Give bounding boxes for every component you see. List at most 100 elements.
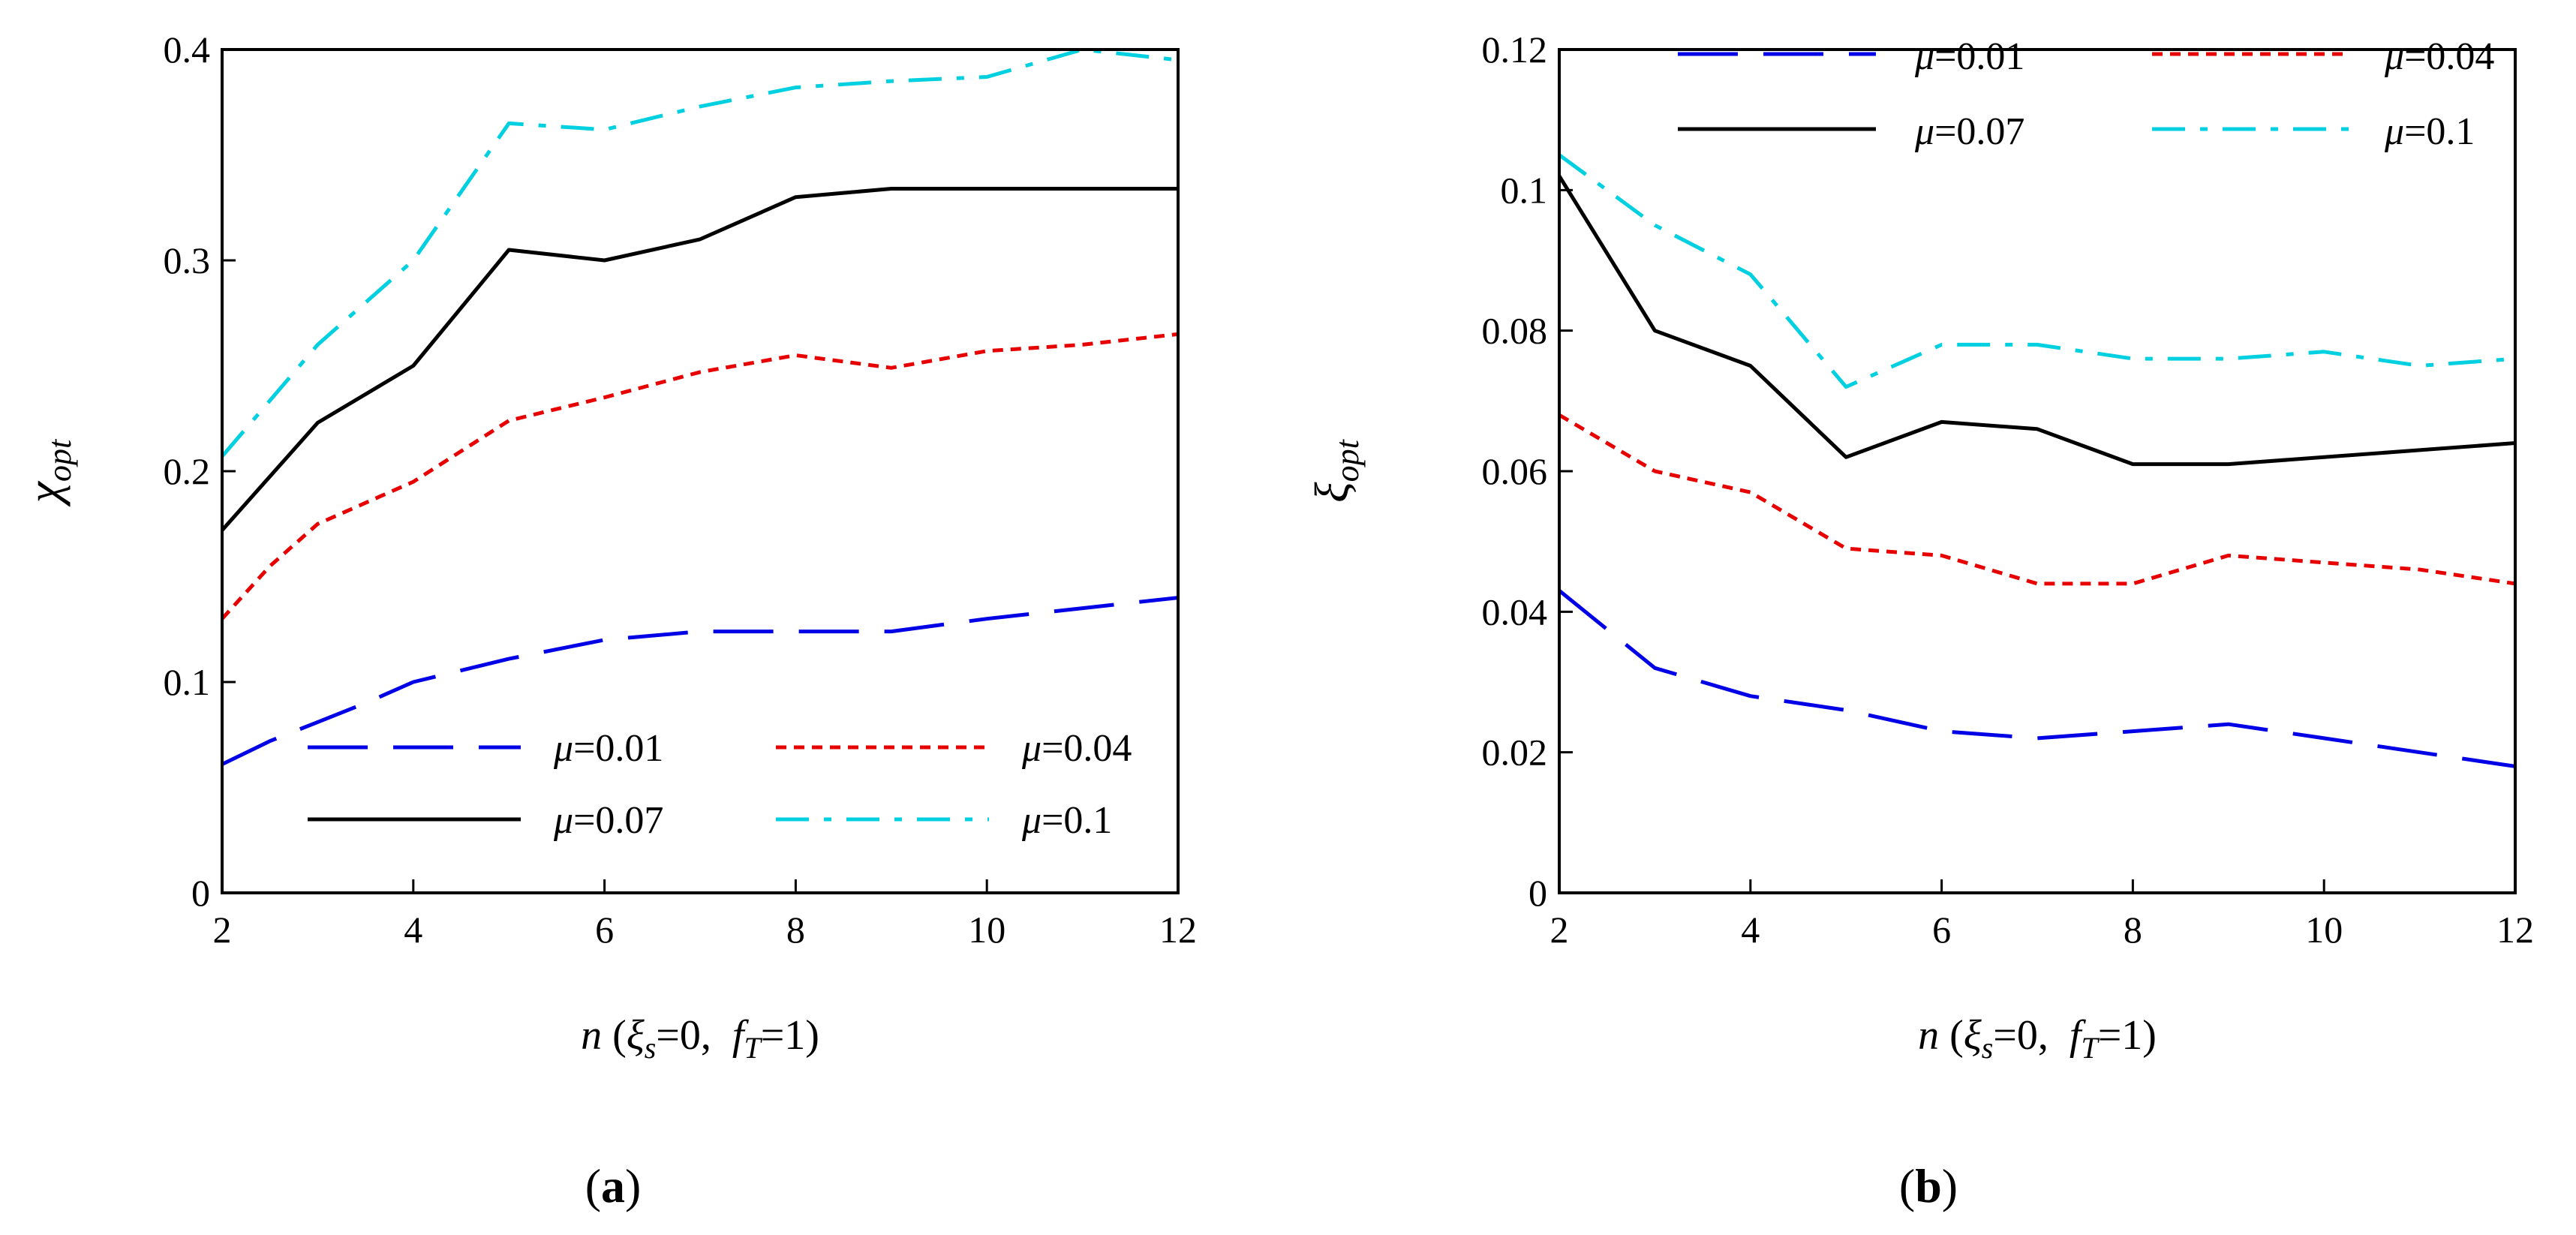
panel-a-legend: μ=0.01 μ=0.04 μ=0.07 μ=0.1	[308, 727, 1132, 842]
legend-mu-value: =0.04	[2404, 35, 2494, 78]
y-tick-label: 0.02	[1482, 732, 1548, 774]
y-tick-label: 0.12	[1482, 29, 1548, 71]
legend-entry-mu-0.01: μ=0.01	[1678, 35, 2024, 78]
panel-a-tick-labels: 2 4 6 8 10 12 0 0.1 0.2 0.3 0.4	[164, 29, 1198, 951]
series-line-mu-0.04	[1558, 413, 2516, 586]
panel-a-ylabel-symbol: χ	[17, 480, 71, 507]
series-line-mu-0.04	[221, 332, 1179, 621]
panel-a-series	[221, 47, 1179, 766]
legend-mu-value: =0.01	[573, 727, 663, 770]
legend-mu-value: =0.07	[1934, 110, 2024, 153]
panel-a-xlabel-f-eq: =1)	[761, 1012, 819, 1059]
svg-text:μ=0.07: μ=0.07	[1914, 110, 2024, 153]
y-tick-label: 0	[1528, 872, 1547, 914]
legend-mu-value: =0.1	[2404, 110, 2475, 153]
legend-mu-symbol: μ	[553, 799, 573, 842]
y-tick-label: 0.1	[164, 661, 211, 703]
series-line-mu-0.07	[221, 187, 1178, 532]
panel-b-xlabel-xi: ξ	[1964, 1012, 1982, 1059]
svg-text:ξopt: ξopt	[1305, 438, 1366, 502]
x-tick-label: 10	[2305, 909, 2343, 951]
legend-mu-symbol: μ	[553, 727, 573, 770]
panel-b-legend: μ=0.01 μ=0.04 μ=0.07 μ=0.1	[1678, 35, 2494, 153]
panel-b-xlabel: n (ξs=0, fT=1)	[1918, 1012, 2157, 1065]
panel-a-xlabel-f-sub: T	[744, 1031, 762, 1065]
legend-mu-symbol: μ	[2384, 35, 2404, 78]
svg-text:μ=0.1: μ=0.1	[2384, 110, 2475, 153]
svg-text:μ=0.01: μ=0.01	[1914, 35, 2024, 78]
y-tick-label: 0.06	[1482, 450, 1548, 492]
series-line-mu-0.01	[221, 596, 1179, 766]
panel-b-xlabel-xi-eq: =0,	[1993, 1012, 2048, 1059]
x-tick-label: 6	[595, 909, 614, 951]
svg-text:μ=0.01: μ=0.01	[553, 727, 663, 770]
panel-b-xlabel-open: (	[1939, 1012, 1964, 1059]
panel-b-gridlines	[1558, 48, 2517, 894]
legend-mu-value: =0.1	[1042, 799, 1112, 842]
legend-mu-symbol: μ	[1021, 799, 1042, 842]
svg-text:χopt: χopt	[17, 438, 78, 507]
x-tick-label: 8	[786, 909, 805, 951]
legend-entry-mu-0.1: μ=0.1	[776, 799, 1112, 842]
panel-a-ylabel-sub: opt	[41, 438, 78, 482]
svg-text:μ=0.07: μ=0.07	[553, 799, 663, 842]
x-tick-label: 10	[968, 909, 1005, 951]
y-tick-label: 0.4	[164, 29, 211, 71]
panel-a-xlabel-open: (	[602, 1012, 627, 1059]
legend-entry-mu-0.07: μ=0.07	[308, 799, 663, 842]
panel-b-ylabel: ξopt	[1305, 438, 1366, 502]
x-tick-label: 4	[1741, 909, 1760, 951]
y-tick-label: 0.04	[1482, 590, 1548, 633]
panel-b-series	[1557, 153, 2516, 768]
legend-entry-mu-0.01: μ=0.01	[308, 727, 663, 770]
svg-text:μ=0.04: μ=0.04	[2384, 35, 2494, 78]
panel-a-chart: 2 4 6 8 10 12 0 0.1 0.2 0.3 0.4 χopt n (ξs=0, fT=1)…	[17, 29, 1197, 1212]
y-tick-label: 0.3	[164, 239, 211, 281]
panel-b-plot-frame	[1558, 48, 2517, 894]
legend-entry-mu-0.04: μ=0.04	[2152, 35, 2494, 78]
x-tick-label: 8	[2124, 909, 2142, 951]
x-tick-label: 2	[213, 909, 232, 951]
panel-b-tick-labels: 2 4 6 8 10 12 0 0.02 0.04 0.06 0.08 0.1 0.12	[1482, 29, 2535, 951]
x-tick-label: 12	[1159, 909, 1197, 951]
panel-b-xlabel-xi-sub: s	[1982, 1031, 1994, 1065]
panel-a-plot-frame	[221, 48, 1180, 894]
panel-a-xlabel: n (ξs=0, fT=1)	[581, 1012, 819, 1065]
panel-b-ylabel-symbol: ξ	[1305, 482, 1358, 503]
panel-a-xlabel-xi-sub: s	[645, 1031, 657, 1065]
y-tick-label: 0.08	[1482, 310, 1548, 352]
y-tick-label: 0.1	[1501, 169, 1548, 211]
y-tick-label: 0	[191, 872, 210, 914]
x-tick-label: 6	[1932, 909, 1951, 951]
legend-mu-value: =0.07	[573, 799, 663, 842]
svg-text:μ=0.04: μ=0.04	[1021, 727, 1132, 770]
panel-b-xlabel-f-sub: T	[2081, 1031, 2100, 1065]
panel-a-xlabel-xi: ξ	[627, 1012, 645, 1059]
legend-mu-value: =0.04	[1042, 727, 1132, 770]
panel-a-xlabel-n: n	[581, 1012, 602, 1059]
legend-mu-value: =0.01	[1934, 35, 2024, 78]
x-tick-label: 2	[1550, 909, 1569, 951]
panel-a-xlabel-xi-eq: =0,	[656, 1012, 711, 1059]
panel-b-ylabel-sub: opt	[1329, 438, 1366, 482]
legend-entry-mu-0.07: μ=0.07	[1678, 110, 2024, 153]
x-tick-label: 4	[404, 909, 422, 951]
panel-b-label: (b)	[1899, 1159, 1958, 1212]
x-tick-label: 12	[2496, 909, 2534, 951]
series-line-mu-0.1	[221, 47, 1179, 458]
legend-entry-mu-0.1: μ=0.1	[2152, 110, 2475, 153]
series-line-mu-0.1	[1558, 153, 2516, 389]
legend-mu-symbol: μ	[2384, 110, 2404, 153]
legend-mu-symbol: μ	[1021, 727, 1042, 770]
series-line-mu-0.07	[1557, 175, 2516, 467]
svg-text:μ=0.1: μ=0.1	[1021, 799, 1112, 842]
panel-a-ylabel: χopt	[17, 438, 78, 507]
y-tick-label: 0.2	[164, 450, 211, 492]
panel-b-xlabel-n: n	[1918, 1012, 1939, 1059]
legend-mu-symbol: μ	[1914, 35, 1934, 78]
panel-b-xlabel-f-eq: =1)	[2098, 1012, 2157, 1059]
legend-mu-symbol: μ	[1914, 110, 1934, 153]
panel-a-label: (a)	[585, 1159, 642, 1212]
